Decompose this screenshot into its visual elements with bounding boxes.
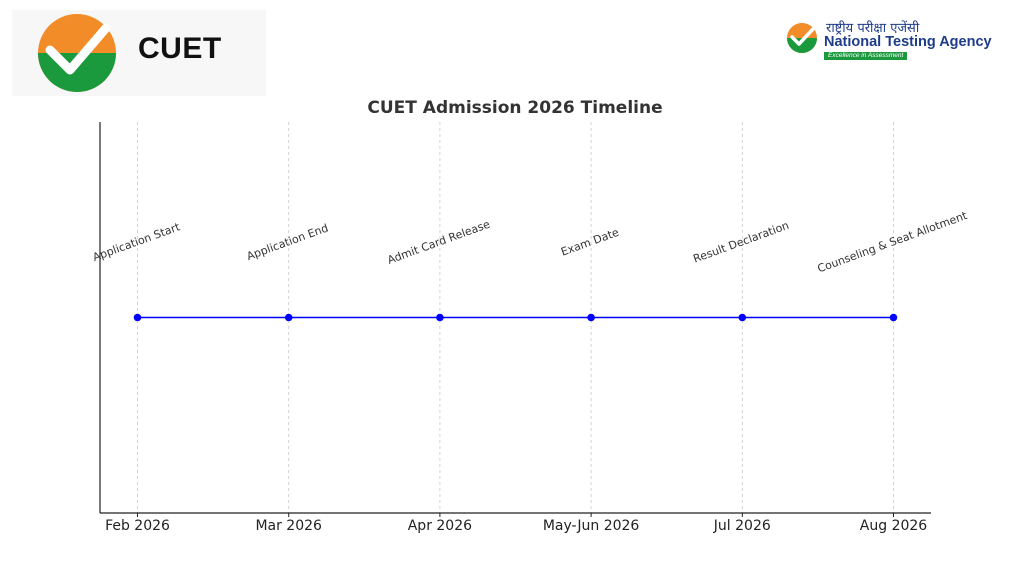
x-tick-label-4: Jul 2026 (713, 518, 771, 534)
nta-check-icon (787, 23, 817, 53)
event-label-3: Exam Date (559, 226, 621, 259)
nta-logo: राष्ट्रीय परीक्षा एजेंसी National Testin… (786, 18, 996, 64)
data-point-1 (284, 313, 293, 322)
x-tick-label-1: Mar 2026 (255, 518, 322, 534)
cuet-logo: CUET (12, 10, 266, 96)
data-point-3 (587, 313, 595, 322)
cuet-check-icon (38, 14, 116, 92)
x-tick-label-5: Aug 2026 (860, 518, 928, 534)
x-tick-label-2: Apr 2026 (408, 518, 472, 534)
data-point-5 (889, 313, 898, 322)
labels-layer: Feb 2026 Mar 2026 Apr 2026 May-Jun 2026 Jul … (91, 209, 970, 534)
data-point-4 (738, 313, 747, 322)
nta-english-name: National Testing Agency (824, 34, 992, 50)
data-point-0 (133, 313, 142, 322)
cuet-logo-text: CUET (138, 32, 222, 65)
x-tick-label-0: Feb 2026 (105, 518, 170, 534)
event-label-0: Application Start (91, 220, 182, 264)
x-tick-label-3: May-Jun 2026 (543, 518, 640, 534)
event-label-5: Counseling & Seat Allotment (816, 209, 970, 276)
event-label-1: Application End (245, 221, 330, 263)
event-label-2: Admit Card Release (386, 218, 492, 267)
nta-hindi-name: राष्ट्रीय परीक्षा एजेंसी (826, 21, 920, 36)
marks-layer (133, 313, 898, 322)
data-point-2 (436, 313, 444, 322)
event-label-4: Result Declaration (691, 219, 790, 266)
chart-title: CUET Admission 2026 Timeline (367, 98, 662, 118)
nta-tagline: Excellence in Assessment (824, 52, 908, 60)
grid-layer (137, 122, 894, 513)
